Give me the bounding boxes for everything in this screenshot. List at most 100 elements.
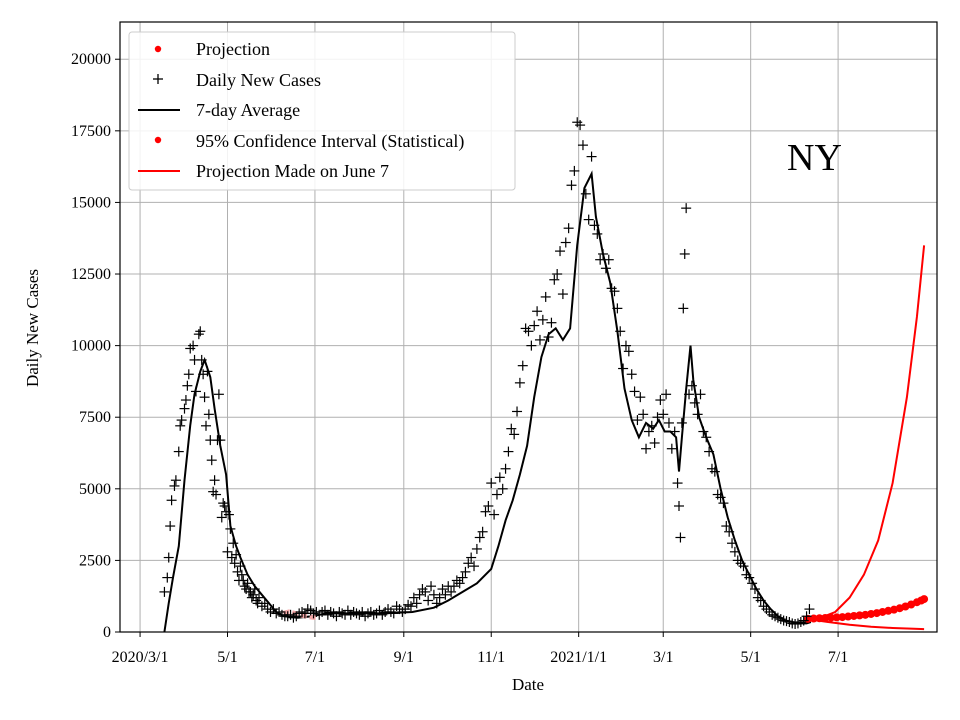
- data-point: [249, 584, 260, 595]
- data-point: [523, 326, 534, 337]
- data-point: [649, 437, 660, 448]
- x-tick-label: 2020/3/1: [112, 649, 169, 666]
- data-point: [557, 289, 568, 300]
- data-point: [448, 581, 459, 592]
- data-point: [638, 409, 649, 420]
- data-point: [758, 601, 769, 612]
- data-point: [216, 512, 227, 523]
- data-point: [215, 435, 226, 446]
- y-tick-label: 0: [103, 624, 111, 641]
- data-point: [724, 526, 735, 537]
- data-point: [351, 608, 362, 619]
- data-point: [755, 595, 766, 606]
- data-point: [259, 598, 270, 609]
- data-point: [420, 586, 431, 597]
- data-point: [583, 214, 594, 225]
- y-tick-label: 7500: [79, 409, 111, 426]
- y-tick-label: 17500: [71, 123, 111, 140]
- data-point: [676, 417, 687, 428]
- data-point: [727, 538, 738, 549]
- data-point: [681, 203, 692, 214]
- data-point: [190, 386, 201, 397]
- data-point: [626, 369, 637, 380]
- x-tick-label: 9/1: [394, 649, 414, 666]
- data-point: [463, 558, 474, 569]
- data-point: [704, 446, 715, 457]
- data-point: [695, 389, 706, 400]
- data-point: [764, 606, 775, 617]
- data-point: [494, 472, 505, 483]
- data-point: [169, 480, 180, 491]
- data-point: [546, 317, 557, 328]
- projection-point: [815, 614, 824, 623]
- data-point: [517, 360, 528, 371]
- data-point: [552, 269, 563, 280]
- data-point: [623, 346, 634, 357]
- data-point: [629, 386, 640, 397]
- data-point: [195, 326, 206, 337]
- y-tick-label: 2500: [79, 552, 111, 569]
- data-point: [403, 599, 414, 610]
- series-projection-made-on-june-7-lower: [807, 618, 925, 631]
- data-point: [520, 323, 531, 334]
- y-tick-label: 20000: [71, 51, 111, 68]
- data-point: [248, 589, 259, 600]
- data-point: [377, 609, 388, 620]
- data-point: [223, 509, 234, 520]
- data-point: [600, 263, 611, 274]
- x-tick-label: 11/1: [477, 649, 505, 666]
- data-point: [176, 415, 187, 426]
- data-point: [598, 248, 609, 259]
- data-point: [566, 180, 577, 191]
- data-point: [549, 274, 560, 285]
- data-point: [251, 595, 262, 606]
- data-point: [159, 586, 170, 597]
- x-tick-label: 7/1: [305, 649, 325, 666]
- data-point: [431, 598, 442, 609]
- data-point: [618, 363, 629, 374]
- data-point: [199, 392, 210, 403]
- data-point: [577, 140, 588, 151]
- data-point: [201, 420, 211, 431]
- data-point: [575, 120, 586, 131]
- x-tick-label: 3/1: [653, 649, 673, 666]
- data-point: [175, 420, 186, 431]
- data-point: [388, 608, 399, 619]
- data-point: [337, 608, 348, 619]
- data-point: [580, 188, 591, 199]
- data-point: [526, 340, 537, 351]
- data-point: [792, 618, 803, 629]
- data-point: [735, 558, 746, 569]
- data-point: [437, 584, 448, 595]
- series-earlier-projection-faded: [282, 609, 319, 621]
- data-point: [208, 486, 219, 497]
- data-point: [486, 478, 497, 489]
- data-point: [679, 248, 690, 259]
- data-point: [238, 575, 249, 586]
- data-point: [245, 586, 256, 597]
- data-point: [669, 426, 680, 437]
- data-point: [185, 343, 196, 354]
- legend-label-7-day-average: 7-day Average: [196, 100, 300, 120]
- y-tick-label: 10000: [71, 338, 111, 355]
- data-point: [529, 320, 540, 331]
- data-point: [497, 483, 508, 494]
- data-point: [532, 306, 543, 317]
- data-point: [170, 475, 181, 486]
- data-point: [231, 549, 242, 560]
- data-point: [663, 417, 674, 428]
- data-point: [512, 406, 523, 417]
- data-point: [325, 606, 336, 617]
- data-point: [271, 608, 282, 619]
- data-point: [747, 578, 758, 589]
- legend: Projection Daily New Cases 7-day Average…: [128, 31, 516, 191]
- data-point: [225, 523, 236, 534]
- data-point: [256, 601, 267, 612]
- chart-annotation: NY: [787, 137, 842, 179]
- data-point: [569, 165, 580, 176]
- series-daily-new-cases: [159, 117, 815, 629]
- data-point: [414, 589, 425, 600]
- legend-marker-projection: [154, 45, 162, 53]
- projection-point: [832, 613, 841, 622]
